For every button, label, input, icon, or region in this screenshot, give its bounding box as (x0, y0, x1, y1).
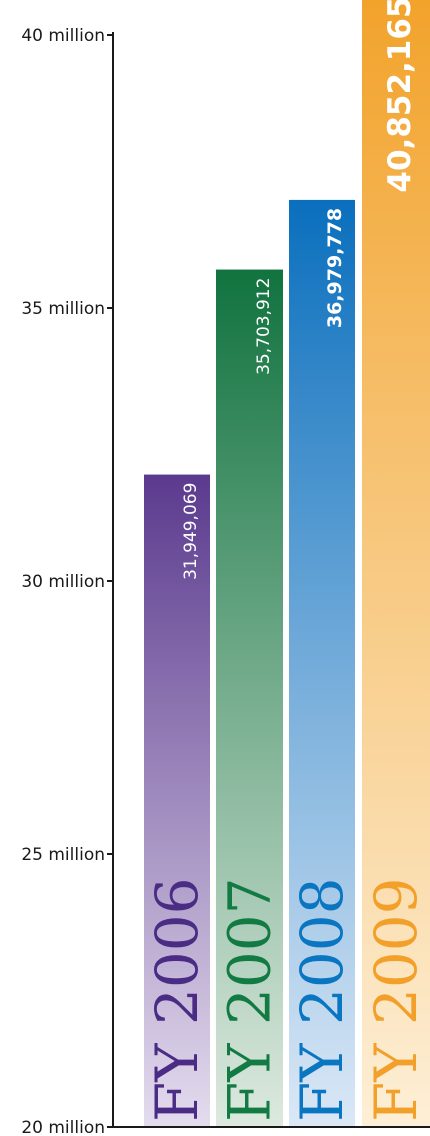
category-label: FY 2008 (288, 877, 356, 1122)
bar (362, 0, 430, 1127)
bars-layer: 31,949,069 FY 2006 35,703,912 FY 2007 36,979… (143, 0, 430, 1128)
bar (216, 269, 283, 1127)
y-tick-label: 20 million (21, 1118, 105, 1136)
y-tick-label: 30 million (21, 572, 105, 592)
y-axis: 20 million 25 million 30 million 35 million… (21, 26, 430, 1136)
y-tick-label: 40 million (21, 26, 105, 46)
bar-value-label: 40,852,165 (382, 0, 418, 193)
y-tick-label: 35 million (21, 299, 105, 319)
bar-value-label: 35,703,912 (254, 278, 274, 375)
bar (144, 474, 210, 1128)
y-tick-label: 25 million (21, 845, 105, 865)
bar-value-label: 36,979,778 (324, 208, 346, 328)
category-label: FY 2009 (362, 877, 430, 1122)
bar-value-label: 31,949,069 (181, 483, 201, 580)
category-label: FY 2007 (216, 877, 284, 1122)
bar (289, 199, 355, 1127)
category-label: FY 2006 (143, 877, 211, 1122)
